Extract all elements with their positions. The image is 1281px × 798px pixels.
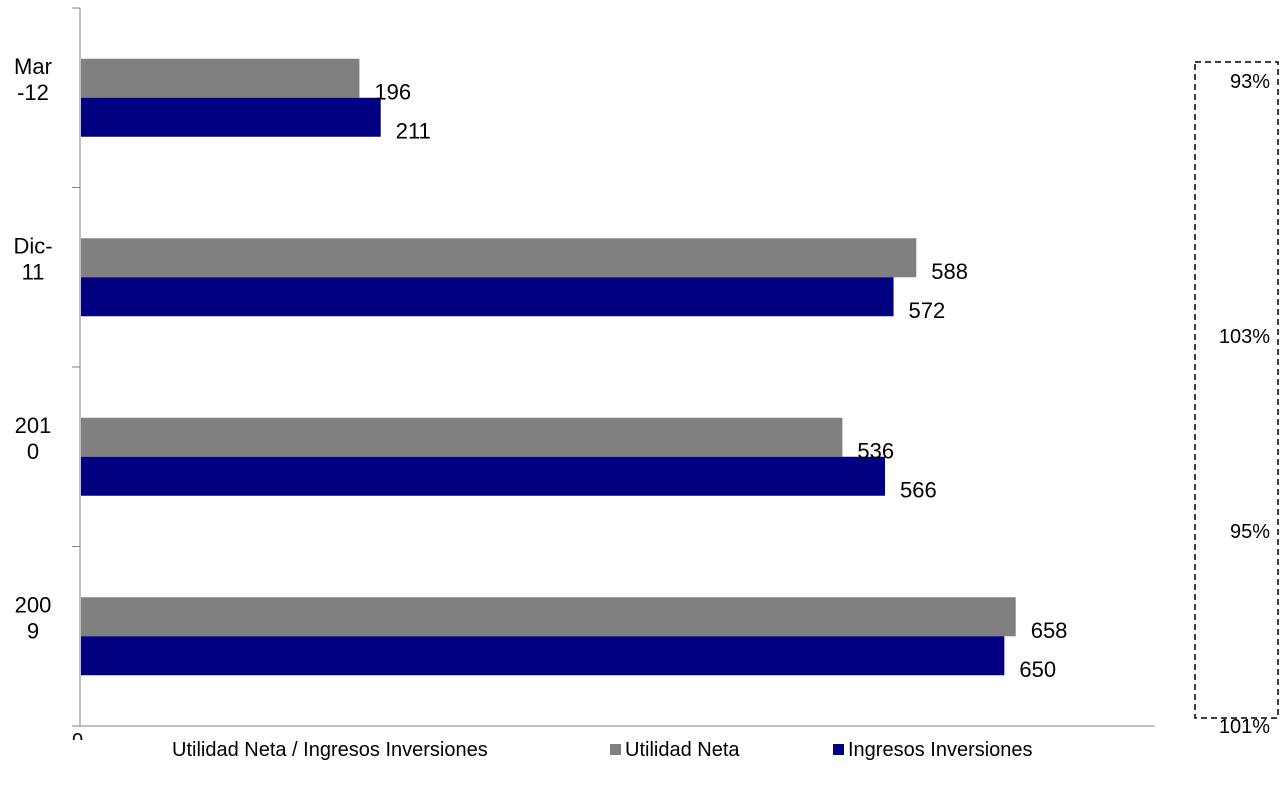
category-label-line: 9 (27, 618, 39, 643)
bar-ingresos-inversiones (81, 456, 886, 496)
category-label: 201 0 (15, 413, 52, 464)
category-label-line: Mar (14, 54, 52, 79)
legend-swatch-utilidad-neta (610, 744, 621, 755)
category-label-line: -12 (17, 80, 49, 105)
x-axis-origin-label: 0 (72, 730, 83, 740)
ratio-label: 101% (1219, 716, 1270, 738)
data-label-ingresos-inversiones: 650 (1019, 657, 1056, 682)
legend-item-ingresos-inversiones: Ingresos Inversiones (833, 739, 1033, 762)
bar-ingresos-inversiones (81, 636, 1005, 676)
data-label-ingresos-inversiones: 566 (900, 477, 937, 502)
data-label-utilidad-neta: 588 (931, 259, 968, 284)
category-label-line: 0 (27, 439, 39, 464)
legend-swatch-ingresos-inversiones (833, 744, 844, 755)
legend-item-utilidad-neta: Utilidad Neta (610, 739, 740, 762)
category-label: 200 9 (15, 592, 52, 643)
data-label-utilidad-neta: 196 (374, 79, 411, 104)
category-label: Mar -12 (14, 54, 52, 105)
ratio-label: 95% (1230, 521, 1270, 543)
bar-utilidad-neta (81, 238, 917, 278)
category-label-line: Dic- (13, 233, 52, 258)
category-label: Dic-11 (13, 233, 52, 284)
bar-ingresos-inversiones (81, 277, 894, 317)
legend-label-ingresos-inversiones: Ingresos Inversiones (848, 739, 1033, 761)
ratio-label: 93% (1230, 71, 1270, 93)
legend: Utilidad Neta / Ingresos Inversiones Uti… (0, 739, 1281, 769)
bars (81, 58, 1016, 676)
bar-utilidad-neta (81, 58, 360, 98)
category-label-line: 11 (22, 259, 45, 284)
ratio-label: 103% (1219, 326, 1270, 348)
bar-utilidad-neta (81, 417, 843, 457)
ratio-box (1194, 61, 1279, 719)
bar-ingresos-inversiones (81, 97, 381, 137)
legend-item-ratio: Utilidad Neta / Ingresos Inversiones (172, 739, 488, 762)
legend-label-ratio: Utilidad Neta / Ingresos Inversiones (172, 739, 488, 761)
ratio-panel: 93% 103% 95% 101% (1194, 61, 1279, 738)
data-label-ingresos-inversiones: 211 (396, 118, 431, 143)
bar-utilidad-neta (81, 597, 1016, 637)
data-label-ingresos-inversiones: 572 (909, 298, 946, 323)
data-label-utilidad-neta: 536 (857, 438, 894, 463)
category-label-line: 201 (15, 413, 52, 438)
data-label-utilidad-neta: 658 (1031, 618, 1068, 643)
legend-label-utilidad-neta: Utilidad Neta (625, 739, 740, 761)
category-label-line: 200 (15, 592, 52, 617)
